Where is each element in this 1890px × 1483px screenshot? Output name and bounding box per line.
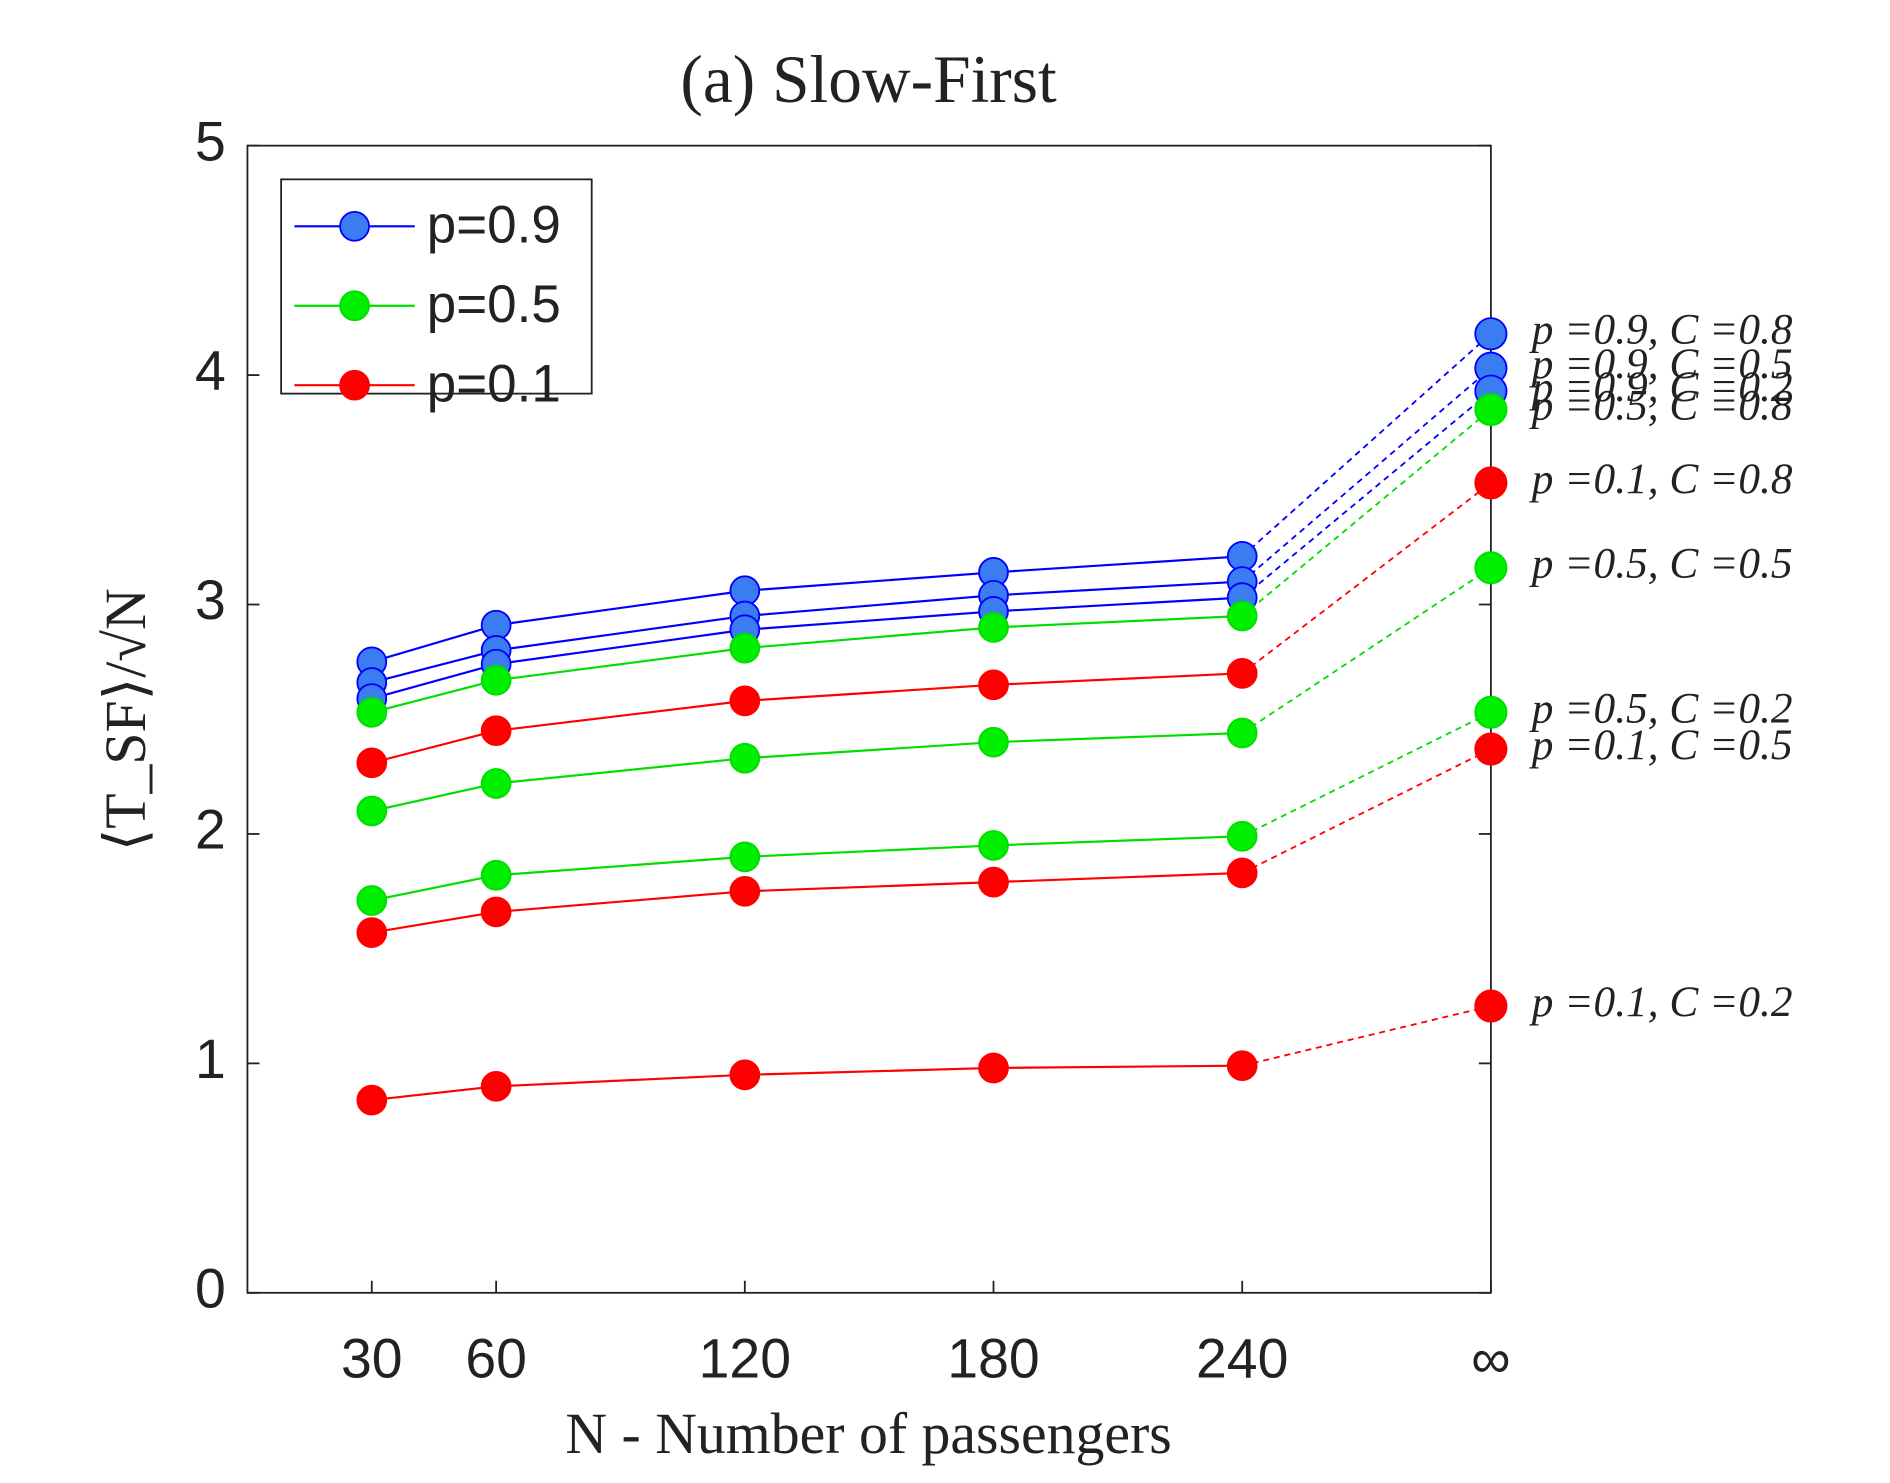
y-axis-label: ⟨T_SF⟩/√N bbox=[95, 588, 158, 851]
limit-marker bbox=[1474, 732, 1508, 766]
limit-line bbox=[1241, 711, 1492, 838]
x-tick-label: 180 bbox=[947, 1327, 1039, 1389]
marker bbox=[978, 1052, 1009, 1084]
y-tick-label: 4 bbox=[195, 340, 226, 402]
x-tick-label: 240 bbox=[1196, 1327, 1288, 1389]
marker bbox=[356, 885, 388, 916]
legend-box bbox=[280, 178, 593, 395]
legend-marker bbox=[339, 210, 370, 242]
limit-marker bbox=[1474, 466, 1508, 500]
marker bbox=[729, 685, 761, 717]
marker bbox=[356, 917, 388, 948]
marker bbox=[978, 669, 1009, 701]
limit-line bbox=[1241, 333, 1492, 558]
marker bbox=[978, 830, 1009, 861]
limit-marker bbox=[1474, 551, 1508, 585]
marker bbox=[480, 1070, 512, 1102]
limit-marker bbox=[1474, 695, 1508, 729]
marker bbox=[1226, 820, 1258, 852]
legend-marker bbox=[339, 369, 370, 401]
marker bbox=[480, 768, 512, 799]
marker bbox=[356, 795, 388, 827]
marker bbox=[729, 742, 761, 774]
x-tick-label: 120 bbox=[699, 1327, 791, 1389]
marker bbox=[356, 697, 388, 728]
limit-marker bbox=[1474, 317, 1508, 351]
limit-label: p =0.9, C =0.5 bbox=[1529, 340, 1793, 388]
y-tick-label: 3 bbox=[195, 569, 226, 631]
marker bbox=[1226, 1050, 1258, 1082]
marker bbox=[480, 859, 512, 891]
x-axis-label: N - Number of passengers bbox=[565, 1403, 1171, 1466]
legend-marker bbox=[339, 290, 370, 322]
legend-label: p=0.1 bbox=[427, 355, 561, 414]
marker bbox=[1226, 857, 1258, 889]
limit-label: p =0.9, C =0.8 bbox=[1529, 306, 1793, 354]
legend-label: p=0.9 bbox=[427, 196, 561, 255]
limit-line bbox=[1241, 567, 1492, 734]
marker bbox=[1226, 717, 1258, 749]
limit-label: p =0.1, C =0.5 bbox=[1529, 721, 1793, 769]
x-tick-label: 60 bbox=[465, 1327, 527, 1389]
marker bbox=[356, 1084, 388, 1116]
limit-line bbox=[1241, 408, 1492, 617]
limit-label: p =0.5, C =0.8 bbox=[1529, 381, 1793, 429]
y-tick-label: 1 bbox=[195, 1028, 226, 1090]
limit-line bbox=[1241, 367, 1492, 583]
limit-marker bbox=[1474, 989, 1508, 1023]
limit-marker bbox=[1474, 392, 1508, 427]
x-tick-label: ∞ bbox=[1471, 1327, 1510, 1389]
legend-label: p=0.5 bbox=[427, 275, 561, 334]
marker bbox=[356, 747, 388, 779]
x-tick-label: 30 bbox=[341, 1327, 403, 1389]
marker bbox=[480, 664, 512, 696]
limit-label: p =0.9, C =0.2 bbox=[1529, 363, 1793, 411]
marker bbox=[480, 896, 512, 928]
limit-label: p =0.5, C =0.5 bbox=[1529, 540, 1793, 588]
chart-title: (a) Slow-First bbox=[680, 42, 1057, 117]
limit-line bbox=[1241, 1005, 1492, 1067]
marker bbox=[1226, 657, 1258, 689]
limit-line bbox=[1241, 390, 1492, 599]
y-tick-label: 5 bbox=[195, 110, 226, 172]
marker bbox=[978, 866, 1009, 898]
marker bbox=[729, 875, 761, 907]
limit-label: p =0.1, C =0.8 bbox=[1529, 455, 1793, 503]
limit-line bbox=[1241, 482, 1492, 675]
marker bbox=[978, 726, 1009, 758]
y-tick-label: 0 bbox=[195, 1257, 226, 1319]
marker bbox=[729, 841, 761, 873]
marker bbox=[1226, 600, 1258, 632]
limit-label: p =0.1, C =0.2 bbox=[1529, 978, 1793, 1026]
marker bbox=[978, 612, 1009, 643]
y-tick-label: 2 bbox=[195, 799, 226, 861]
limit-line bbox=[1241, 748, 1492, 874]
marker bbox=[729, 1059, 761, 1091]
limit-label: p =0.5, C =0.2 bbox=[1529, 684, 1793, 732]
marker bbox=[480, 715, 512, 747]
marker bbox=[729, 632, 761, 664]
